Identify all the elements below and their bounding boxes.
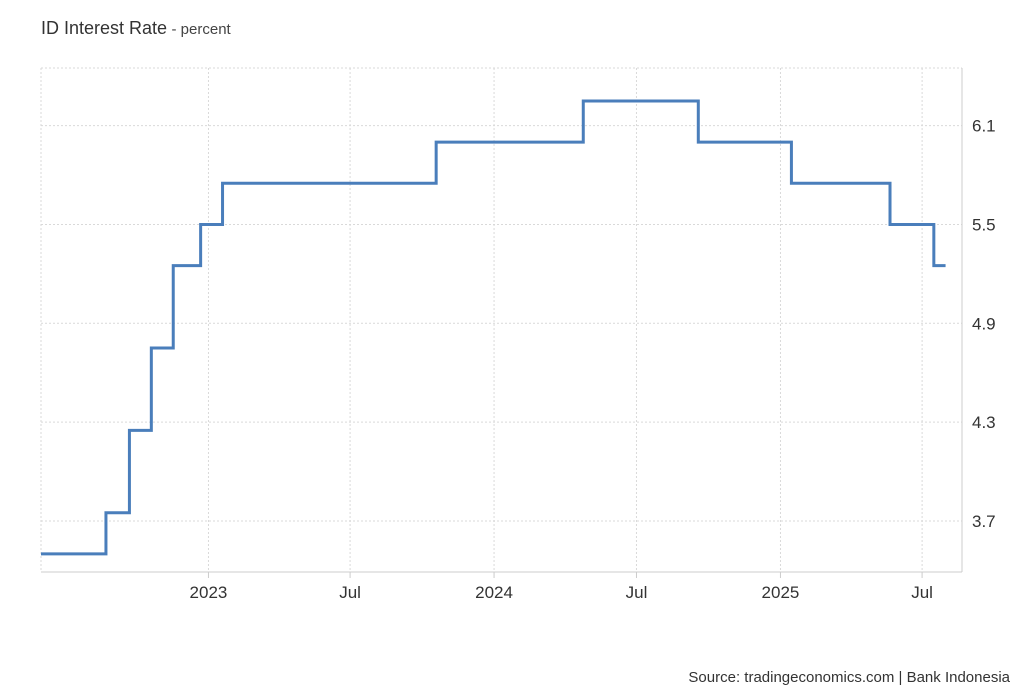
tick-label-layer: 3.7 4.3 4.9 5.5 6.1 2023 Jul 2024 Jul 2025 Jul (190, 117, 996, 602)
x-tick-label: Jul (911, 583, 933, 602)
y-tick-label: 4.3 (972, 413, 996, 432)
series-layer (41, 99, 946, 556)
chart-unit: - percent (171, 21, 231, 38)
axis-layer (41, 68, 963, 578)
y-tick-label: 3.7 (972, 512, 996, 531)
x-tick-label: Jul (339, 583, 361, 602)
x-tick-label: 2025 (762, 583, 800, 602)
chart-title: ID Interest Rate - percent (41, 18, 231, 39)
interest-rate-line (41, 99, 946, 556)
x-tick-label: 2023 (190, 583, 228, 602)
source-note: Source: tradingeconomics.com | Bank Indo… (688, 669, 1010, 686)
grid-layer (40, 67, 962, 572)
y-tick-label: 4.9 (972, 314, 996, 333)
y-tick-label: 5.5 (972, 215, 996, 234)
y-tick-label: 6.1 (972, 117, 996, 136)
x-tick-label: Jul (626, 583, 648, 602)
x-tick-label: 2024 (475, 583, 513, 602)
chart-title-text: ID Interest Rate (41, 18, 168, 38)
